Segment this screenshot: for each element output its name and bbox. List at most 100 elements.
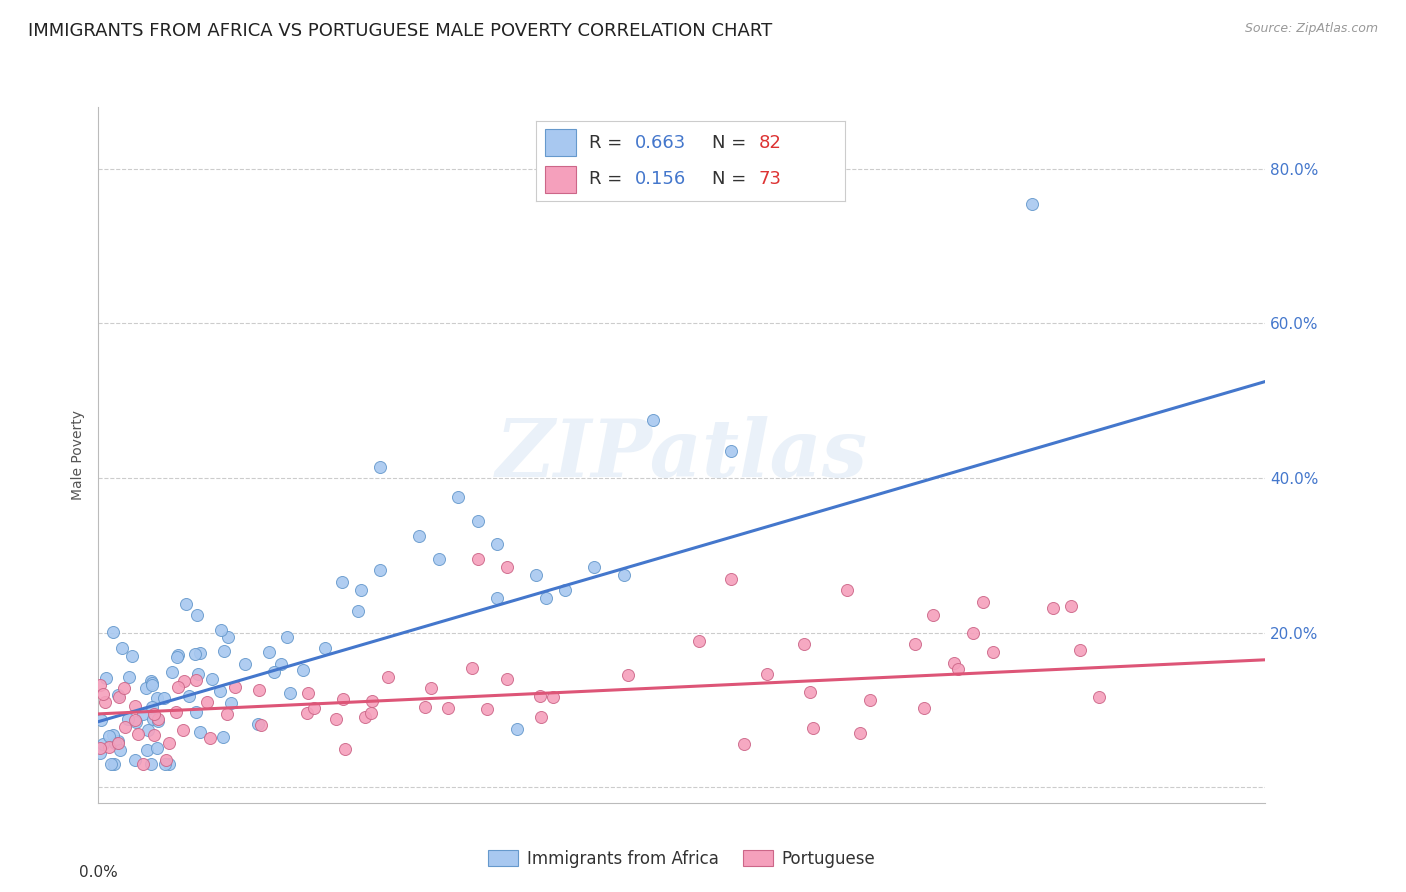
Point <box>91 737 114 751</box>
Point <box>541 690 564 704</box>
Point <box>100 757 122 772</box>
Point <box>475 702 498 716</box>
Point <box>801 721 824 735</box>
Point <box>302 701 325 715</box>
Point <box>143 728 166 742</box>
Point <box>97 739 120 754</box>
Point <box>219 697 242 711</box>
Point <box>101 728 124 742</box>
Point <box>534 591 557 605</box>
Point <box>360 706 382 720</box>
Point <box>209 623 232 637</box>
Point <box>350 583 373 598</box>
Point <box>347 604 370 618</box>
Point <box>153 757 176 772</box>
Point <box>112 681 135 696</box>
Point <box>257 645 280 659</box>
Point <box>166 649 188 664</box>
Point <box>184 705 207 719</box>
Point <box>247 682 270 697</box>
Point <box>755 667 778 681</box>
Point <box>427 552 450 566</box>
Point <box>793 637 815 651</box>
Point <box>292 663 315 677</box>
Text: 0.0%: 0.0% <box>79 865 118 880</box>
Point <box>263 665 285 679</box>
Point <box>146 712 169 726</box>
Point <box>437 701 460 715</box>
Point <box>224 680 246 694</box>
Point <box>333 741 356 756</box>
Point <box>524 567 547 582</box>
Point <box>377 670 399 684</box>
Point <box>486 537 509 551</box>
Point <box>209 684 232 698</box>
Text: ZIPatlas: ZIPatlas <box>496 417 868 493</box>
Point <box>107 736 129 750</box>
Point <box>139 674 162 689</box>
Point <box>688 633 710 648</box>
Point <box>91 687 114 701</box>
Point <box>139 757 162 772</box>
Point <box>981 645 1004 659</box>
Point <box>962 626 984 640</box>
Point <box>173 673 195 688</box>
Point <box>141 677 163 691</box>
Point <box>135 681 157 696</box>
Point <box>250 717 273 731</box>
Point <box>94 695 117 709</box>
Point <box>295 706 318 720</box>
Point <box>495 560 517 574</box>
Point <box>332 692 354 706</box>
Point <box>145 691 167 706</box>
Point <box>124 698 146 713</box>
Point <box>554 583 576 598</box>
Point <box>413 699 436 714</box>
Point <box>495 672 517 686</box>
Point <box>89 678 111 692</box>
Point <box>117 712 139 726</box>
Point <box>118 669 141 683</box>
Point <box>330 575 353 590</box>
Point <box>408 529 430 543</box>
Point <box>141 675 163 690</box>
Point <box>325 712 347 726</box>
Point <box>198 731 221 746</box>
Point <box>101 625 124 640</box>
Point <box>177 689 200 703</box>
Point <box>720 444 742 458</box>
Point <box>314 640 336 655</box>
Point <box>167 681 190 695</box>
Point <box>921 608 943 623</box>
Point <box>1069 643 1091 657</box>
Point <box>837 583 859 598</box>
Point <box>972 595 994 609</box>
Point <box>146 714 169 728</box>
Point <box>368 563 391 577</box>
Point <box>103 757 125 772</box>
Point <box>142 712 165 726</box>
Point <box>212 644 235 658</box>
Point <box>212 730 235 744</box>
Text: IMMIGRANTS FROM AFRICA VS PORTUGUESE MALE POVERTY CORRELATION CHART: IMMIGRANTS FROM AFRICA VS PORTUGUESE MAL… <box>28 22 772 40</box>
Point <box>159 736 181 750</box>
Point <box>132 707 155 722</box>
Point <box>505 723 527 737</box>
Point <box>1021 196 1043 211</box>
Point <box>183 647 205 661</box>
Point <box>108 690 131 704</box>
Y-axis label: Male Poverty: Male Poverty <box>72 410 86 500</box>
Point <box>143 707 166 722</box>
Point <box>946 662 969 676</box>
Point <box>354 710 377 724</box>
Point <box>107 688 129 702</box>
Point <box>172 723 194 737</box>
Point <box>89 746 111 760</box>
Point <box>613 567 636 582</box>
Point <box>188 724 211 739</box>
Point <box>529 689 551 703</box>
Point <box>167 648 190 663</box>
Point <box>904 637 927 651</box>
Point <box>89 741 111 756</box>
Point <box>617 667 640 681</box>
